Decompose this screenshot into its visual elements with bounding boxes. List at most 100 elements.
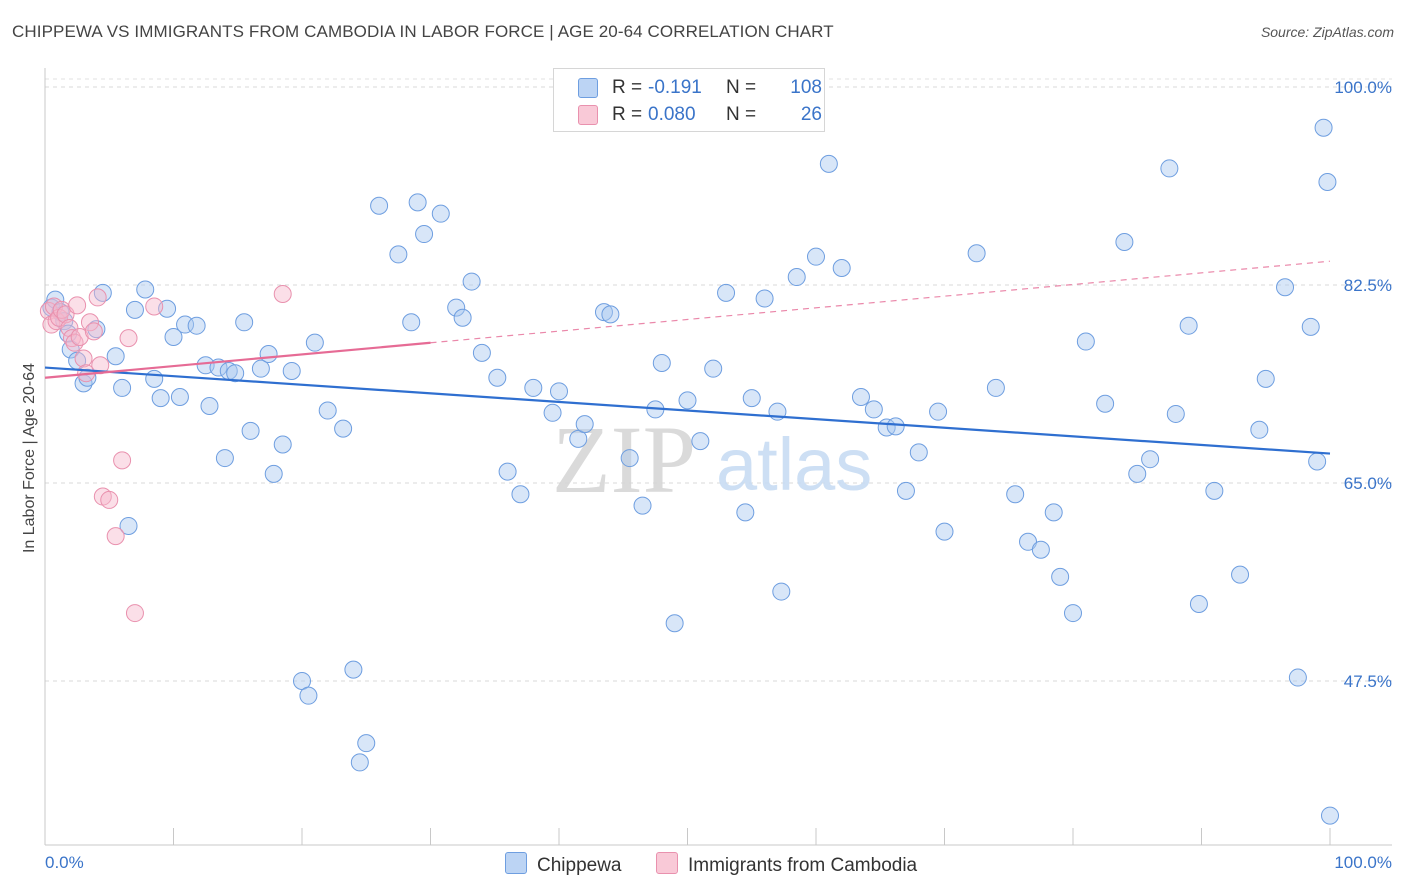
cambodia-point	[42, 315, 61, 334]
y-tick-label: 100.0%	[1334, 78, 1392, 97]
chippewa-point	[665, 614, 684, 633]
legend-swatch-chippewa	[578, 78, 598, 98]
chippewa-point	[851, 387, 870, 406]
cambodia-point	[273, 285, 292, 304]
chippewa-point	[1205, 481, 1224, 500]
chippewa-point	[259, 344, 278, 363]
chippewa-point	[415, 225, 434, 244]
y-axis-label: In Labor Force | Age 20-64	[21, 363, 38, 553]
chippewa-point	[488, 368, 507, 387]
legend-n-value: 108	[790, 77, 822, 98]
chippewa-point	[170, 387, 189, 406]
cambodia-point	[106, 527, 125, 546]
chippewa-point	[350, 753, 369, 772]
chippewa-point	[864, 400, 883, 419]
chippewa-point	[273, 435, 292, 454]
chippewa-point	[235, 313, 254, 332]
chippewa-point	[344, 660, 363, 679]
chippewa-point	[176, 315, 195, 334]
chippewa-point	[151, 389, 170, 408]
cambodia-point	[80, 313, 99, 332]
chippewa-point	[305, 333, 324, 352]
chippewa-point	[986, 378, 1005, 397]
chippewa-point	[164, 328, 183, 347]
chippewa-point	[678, 391, 697, 410]
chippewa-point	[1250, 420, 1269, 439]
chippewa-point	[136, 280, 155, 299]
chippewa-point	[408, 193, 427, 212]
cambodia-trend-line-dashed	[430, 260, 1331, 344]
chippewa-point	[691, 432, 710, 451]
chippewa-point	[402, 313, 421, 332]
cambodia-point	[88, 288, 107, 307]
tick-labels: 47.5% 65.0% 82.5% 100.0% 0.0% 100.0%	[45, 78, 1392, 872]
chippewa-point	[1115, 232, 1134, 251]
chippewa-point	[370, 196, 389, 215]
chippewa-point	[601, 305, 620, 324]
x-tick-label: 100.0%	[1334, 853, 1392, 872]
chippewa-point	[1064, 604, 1082, 623]
chippewa-point	[1141, 450, 1160, 469]
cambodia-point	[119, 329, 138, 348]
chippewa-point	[772, 582, 791, 601]
chippewa-point	[389, 245, 408, 264]
chippewa-point	[1179, 316, 1198, 335]
cambodia-point	[65, 333, 84, 352]
chippewa-point	[299, 686, 318, 705]
correlation-legend: R = -0.191 N = 108 R = 0.080 N = 26	[553, 68, 825, 132]
chart-source: Source: ZipAtlas.com	[1260, 24, 1394, 40]
chippewa-point	[524, 378, 543, 397]
chippewa-point	[1160, 159, 1179, 178]
chippewa-point	[511, 485, 530, 504]
chippewa-point	[967, 244, 986, 263]
y-tick-label: 47.5%	[1344, 672, 1392, 691]
chippewa-point	[1006, 485, 1025, 504]
chippewa-point	[742, 389, 761, 408]
chippewa-point	[1076, 332, 1095, 351]
chippewa-point	[935, 522, 954, 541]
y-tick-label: 82.5%	[1344, 276, 1392, 295]
chippewa-point	[1019, 532, 1038, 551]
chippewa-point	[1318, 173, 1337, 192]
y-tick-label: 65.0%	[1344, 474, 1392, 493]
legend-r-value: 0.080	[648, 104, 696, 125]
chippewa-point	[226, 364, 245, 383]
chippewa-trend-line	[44, 366, 1331, 455]
chippewa-point	[453, 308, 472, 327]
chippewa-point	[87, 320, 106, 339]
chippewa-point	[1288, 668, 1307, 687]
bottom-legend-label-chippewa: Chippewa	[537, 855, 622, 876]
bottom-legend-cambodia: Immigrants from Cambodia	[656, 852, 917, 877]
chippewa-point	[357, 734, 376, 753]
chippewa-point	[334, 419, 353, 438]
chippewa-point	[125, 300, 144, 319]
chippewa-point	[543, 403, 562, 422]
bottom-legend-swatch-cambodia	[656, 852, 678, 874]
chippewa-point	[1314, 118, 1333, 137]
chippewa-point	[106, 347, 125, 366]
chart-title: CHIPPEWA VS IMMIGRANTS FROM CAMBODIA IN …	[12, 22, 834, 41]
legend-n-value: 26	[800, 104, 822, 125]
chippewa-point	[807, 247, 825, 266]
chippewa-point	[318, 401, 337, 420]
chippewa-point	[282, 361, 301, 380]
chippewa-point	[819, 154, 838, 173]
chippewa-point	[633, 496, 652, 515]
cambodia-point	[145, 297, 164, 316]
axes	[44, 68, 1392, 846]
bottom-legend-swatch-chippewa	[505, 852, 527, 874]
chippewa-point	[1044, 503, 1063, 522]
chippewa-point	[264, 464, 283, 483]
chippewa-point	[1128, 464, 1147, 483]
legend-r-label: R =	[612, 104, 643, 125]
legend-r-label: R =	[612, 77, 643, 98]
chippewa-point	[1276, 278, 1295, 297]
chippewa-point	[187, 316, 206, 335]
legend-r-value: -0.191	[648, 77, 702, 98]
chippewa-point	[498, 462, 517, 481]
chippewa-point	[896, 481, 915, 500]
chippewa-point	[704, 359, 723, 378]
chippewa-point	[447, 298, 466, 317]
chippewa-point	[1166, 404, 1185, 423]
